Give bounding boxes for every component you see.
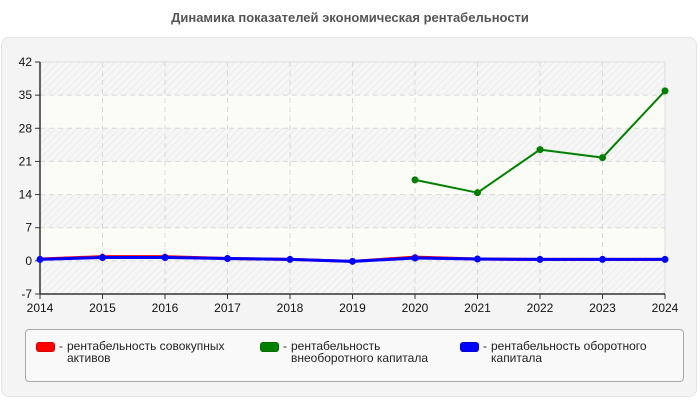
legend-swatch-green [260,342,279,352]
data-point [661,255,669,263]
legend-swatch-red [36,342,55,352]
legend-item-working-capital: - рентабельность оборотного капитала [460,340,647,364]
x-tick-label: 2017 [214,301,241,315]
legend-item-noncurrent-capital: - рентабельность внеоборотного капитала [260,340,428,364]
x-tick-label: 2018 [277,301,304,315]
x-tick-label: 2019 [339,301,366,315]
data-point [536,255,544,263]
data-point [661,87,669,95]
data-point [99,254,106,262]
data-point [224,254,231,262]
y-tick-label: 21 [19,154,33,168]
data-point [36,255,44,263]
legend-swatch-blue [460,342,479,352]
data-point [599,154,606,162]
data-point [474,189,481,197]
data-series [36,87,669,265]
y-tick-label: 14 [19,188,33,202]
data-point [411,254,419,262]
series-2 [36,254,669,265]
data-point [286,255,294,263]
data-point [599,255,606,263]
y-tick-label: 42 [19,55,33,69]
x-tick-label: 2024 [652,301,679,315]
data-point [536,146,544,154]
y-tick-label: 28 [19,121,33,135]
data-point [349,257,356,265]
axes: -7 0 7 14 21 28 35 42 2014 2015 2016 2017 2018 2019 20… [19,55,679,315]
x-tick-label: 2014 [27,301,54,315]
legend-label: рентабельность [291,339,381,353]
legend-label: рентабельность оборотного [491,339,647,353]
data-point [161,254,169,262]
x-tick-label: 2016 [152,301,179,315]
legend: - рентабельность совокупных активов - рен… [25,329,684,382]
legend-label: рентабельность совокупных [67,339,225,353]
x-tick-label: 2020 [402,301,429,315]
y-tick-label: 35 [19,88,33,102]
x-tick-label: 2015 [89,301,116,315]
x-tick-label: 2021 [464,301,491,315]
chart-title: Динамика показателей экономическая рента… [171,10,529,25]
data-point [474,255,481,263]
series-1 [411,87,669,197]
data-point [411,176,419,184]
y-tick-label: 0 [25,254,32,268]
y-tick-label: -7 [21,287,32,301]
y-tick-label: 7 [25,221,32,235]
x-tick-label: 2022 [527,301,554,315]
legend-item-total-assets: - рентабельность совокупных активов [36,340,225,364]
x-tick-label: 2023 [589,301,616,315]
